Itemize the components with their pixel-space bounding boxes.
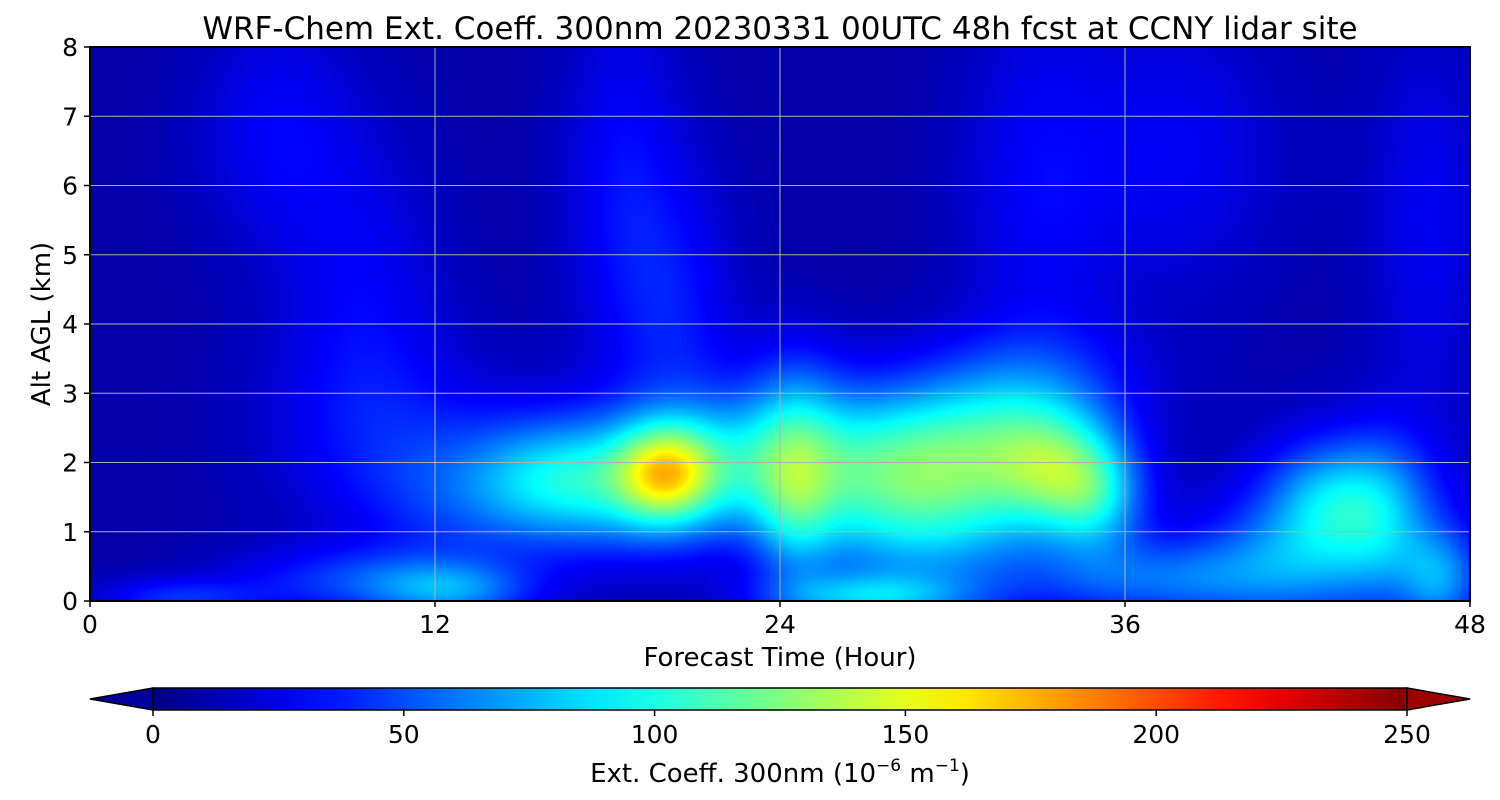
- grid-lines: [90, 47, 1470, 601]
- y-tick-label: 2: [62, 449, 78, 478]
- colorbar-ticks: 0 50 100 150 200 250: [145, 710, 1431, 749]
- colorbar-tick-label: 200: [1132, 720, 1180, 749]
- y-tick-label: 8: [62, 33, 78, 62]
- colorbar: 0 50 100 150 200 250 Ext. Coeff. 300nm (10−6 …: [89, 687, 1471, 789]
- x-tick-label: 36: [1109, 610, 1141, 639]
- colorbar-bar: [152, 687, 1408, 711]
- y-tick-label: 6: [62, 172, 78, 201]
- x-axis: 0 12 24 36 48: [82, 601, 1486, 639]
- y-tick-label: 7: [62, 102, 78, 131]
- y-axis-label: Alt AGL (km): [27, 242, 57, 406]
- colorbar-extend-low: [89, 687, 154, 711]
- y-axis: 0 1 2 3 4 5 6 7 8: [62, 33, 90, 616]
- colorbar-tick-label: 100: [631, 720, 679, 749]
- colorbar-tick-label: 50: [388, 720, 420, 749]
- x-tick-label: 24: [764, 610, 796, 639]
- y-tick-label: 5: [62, 241, 78, 270]
- colorbar-label: Ext. Coeff. 300nm (10−6 m−1): [590, 756, 970, 789]
- x-tick-label: 12: [419, 610, 451, 639]
- chart-title: WRF-Chem Ext. Coeff. 300nm 20230331 00UT…: [202, 11, 1357, 47]
- colorbar-extend-high: [1406, 687, 1471, 711]
- y-tick-label: 1: [62, 518, 78, 547]
- x-tick-label: 0: [82, 610, 98, 639]
- y-tick-label: 3: [62, 379, 78, 408]
- colorbar-tick-label: 250: [1383, 720, 1431, 749]
- y-tick-label: 4: [62, 310, 78, 339]
- x-tick-label: 48: [1454, 610, 1486, 639]
- x-axis-label: Forecast Time (Hour): [643, 643, 916, 673]
- colorbar-tick-label: 150: [882, 720, 930, 749]
- colorbar-tick-label: 0: [145, 720, 161, 749]
- y-tick-label: 0: [62, 587, 78, 616]
